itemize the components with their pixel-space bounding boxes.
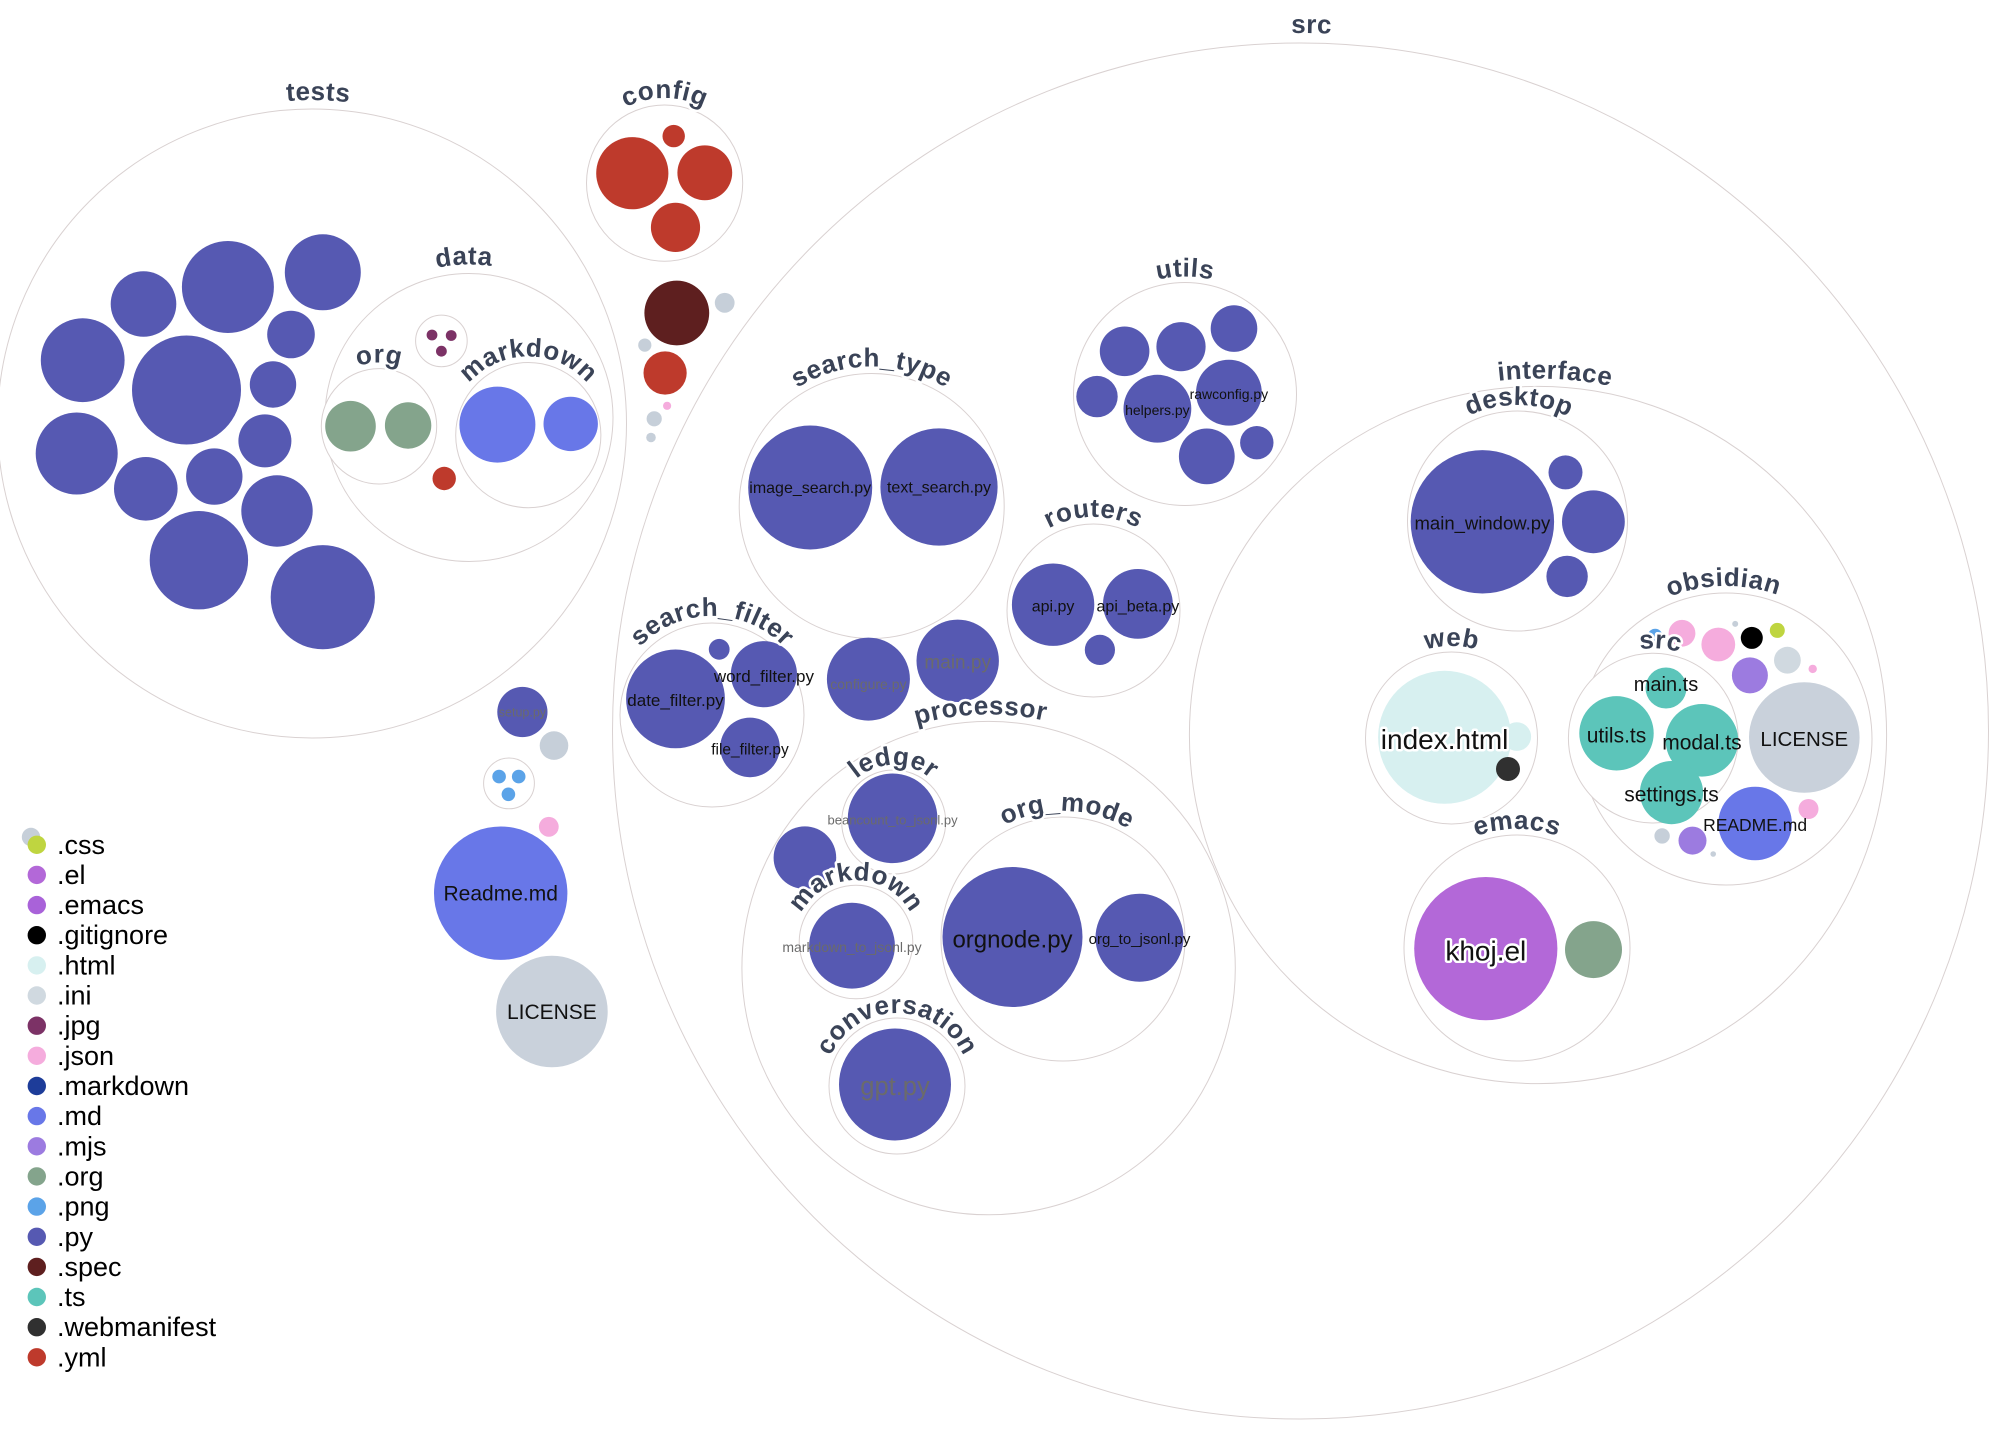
svg-text:.yml: .yml <box>57 1342 107 1372</box>
svg-text:utils: utils <box>1153 252 1217 285</box>
svg-text:rawconfig.py: rawconfig.py <box>1190 386 1269 402</box>
svg-text:main.ts: main.ts <box>1634 674 1698 696</box>
svg-text:.png: .png <box>57 1192 110 1222</box>
svg-text:modal.ts: modal.ts <box>1662 731 1741 754</box>
svg-text:orgnode.py: orgnode.py <box>952 926 1072 953</box>
svg-text:.py: .py <box>57 1222 94 1252</box>
svg-text:main.py: main.py <box>924 653 991 674</box>
svg-text:LICENSE: LICENSE <box>507 1001 597 1024</box>
svg-text:org_to_jsonl.py: org_to_jsonl.py <box>1089 931 1191 948</box>
svg-text:LICENSE: LICENSE <box>1760 728 1848 751</box>
svg-text:.mjs: .mjs <box>57 1131 107 1161</box>
svg-text:.ts: .ts <box>57 1282 86 1312</box>
svg-text:main_window.py: main_window.py <box>1415 513 1551 535</box>
svg-text:data: data <box>433 240 494 273</box>
svg-text:beancount_to_jsonl.py: beancount_to_jsonl.py <box>828 813 959 828</box>
svg-text:settings.ts: settings.ts <box>1624 783 1719 806</box>
svg-text:.css: .css <box>57 830 105 860</box>
svg-text:.html: .html <box>57 950 116 980</box>
svg-text:web: web <box>1421 622 1482 655</box>
svg-text:file_filter.py: file_filter.py <box>711 741 789 758</box>
svg-text:image_search.py: image_search.py <box>749 480 871 497</box>
svg-text:date_filter.py: date_filter.py <box>627 691 724 710</box>
svg-text:.webmanifest: .webmanifest <box>57 1312 217 1342</box>
svg-text:markdown_to_jsonl.py: markdown_to_jsonl.py <box>782 939 921 955</box>
svg-text:.spec: .spec <box>57 1252 122 1282</box>
svg-text:.json: .json <box>57 1041 114 1071</box>
svg-text:org: org <box>353 339 406 372</box>
svg-text:.ini: .ini <box>57 981 92 1011</box>
svg-text:word_filter.py: word_filter.py <box>713 667 815 686</box>
svg-text:text_search.py: text_search.py <box>887 480 991 497</box>
svg-text:src: src <box>1638 624 1685 658</box>
svg-text:setup.py: setup.py <box>499 705 547 719</box>
svg-text:api_beta.py: api_beta.py <box>1097 599 1180 616</box>
svg-text:api.py: api.py <box>1032 599 1075 616</box>
svg-text:.markdown: .markdown <box>57 1071 189 1101</box>
svg-text:.gitignore: .gitignore <box>57 920 168 950</box>
svg-text:index.html: index.html <box>1381 724 1509 755</box>
svg-text:khoj.el: khoj.el <box>1445 935 1526 966</box>
svg-text:helpers.py: helpers.py <box>1125 402 1190 418</box>
svg-text:tests: tests <box>285 76 352 108</box>
svg-text:README.md: README.md <box>1703 815 1807 835</box>
svg-text:.jpg: .jpg <box>57 1011 101 1041</box>
svg-text:.emacs: .emacs <box>57 890 144 920</box>
svg-text:utils.ts: utils.ts <box>1587 724 1647 747</box>
svg-text:Readme.md: Readme.md <box>444 883 558 906</box>
svg-text:.md: .md <box>57 1101 102 1131</box>
svg-text:.el: .el <box>57 860 86 890</box>
svg-text:gpt.py: gpt.py <box>860 1073 930 1101</box>
svg-text:src: src <box>1291 9 1332 40</box>
svg-text:configure.py: configure.py <box>830 676 906 692</box>
svg-text:.org: .org <box>57 1161 104 1191</box>
